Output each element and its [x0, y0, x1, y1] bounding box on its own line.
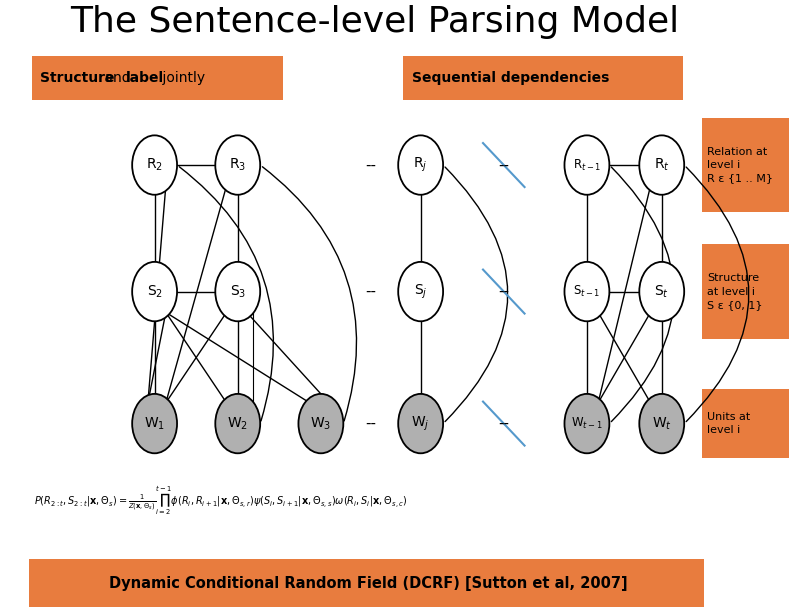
FancyBboxPatch shape	[403, 56, 683, 100]
Text: S$_j$: S$_j$	[414, 282, 428, 300]
Text: R$_3$: R$_3$	[229, 157, 246, 173]
Text: --: --	[365, 157, 376, 173]
Circle shape	[565, 262, 609, 321]
Text: --: --	[365, 416, 376, 431]
Text: $P(R_{2:t}, S_{2:t}|\mathbf{x}, \Theta_s) = \frac{1}{Z(\mathbf{x}, \Theta_s)}\pr: $P(R_{2:t}, S_{2:t}|\mathbf{x}, \Theta_s…	[34, 484, 408, 517]
Text: Sequential dependencies: Sequential dependencies	[413, 71, 610, 85]
Text: W$_j$: W$_j$	[411, 414, 430, 433]
FancyBboxPatch shape	[32, 56, 283, 100]
Circle shape	[565, 135, 609, 195]
Text: --: --	[498, 284, 509, 299]
Circle shape	[132, 262, 177, 321]
Circle shape	[398, 135, 443, 195]
Text: --: --	[498, 416, 509, 431]
Text: S$_{t-1}$: S$_{t-1}$	[573, 284, 600, 299]
FancyBboxPatch shape	[703, 389, 789, 458]
Circle shape	[565, 394, 609, 453]
Circle shape	[215, 262, 261, 321]
Text: and: and	[100, 71, 135, 85]
Circle shape	[132, 135, 177, 195]
FancyBboxPatch shape	[703, 244, 789, 339]
Text: W$_t$: W$_t$	[652, 416, 672, 432]
Text: Units at
level i: Units at level i	[707, 412, 751, 435]
Text: Relation at
level i
R ε {1 .. M}: Relation at level i R ε {1 .. M}	[707, 147, 774, 183]
Text: W$_1$: W$_1$	[144, 416, 166, 432]
Text: --: --	[498, 157, 509, 173]
Circle shape	[398, 262, 443, 321]
Text: W$_3$: W$_3$	[310, 416, 332, 432]
Text: R$_j$: R$_j$	[413, 156, 428, 174]
Text: The Sentence-level Parsing Model: The Sentence-level Parsing Model	[70, 5, 680, 39]
Text: Dynamic Conditional Random Field (DCRF) [Sutton et al, 2007]: Dynamic Conditional Random Field (DCRF) …	[109, 576, 627, 591]
Text: --: --	[365, 284, 376, 299]
Text: W$_{t-1}$: W$_{t-1}$	[571, 416, 603, 431]
Text: label: label	[127, 71, 165, 85]
Circle shape	[398, 394, 443, 453]
Circle shape	[639, 135, 684, 195]
Text: S$_t$: S$_t$	[654, 283, 669, 300]
FancyBboxPatch shape	[703, 118, 789, 212]
Text: W$_2$: W$_2$	[227, 416, 248, 432]
Text: R$_2$: R$_2$	[146, 157, 163, 173]
Circle shape	[132, 394, 177, 453]
Text: R$_t$: R$_t$	[653, 157, 670, 173]
Text: S$_3$: S$_3$	[230, 283, 246, 300]
FancyBboxPatch shape	[29, 559, 704, 607]
Circle shape	[215, 135, 261, 195]
Text: jointly: jointly	[158, 71, 205, 85]
Text: S$_2$: S$_2$	[147, 283, 162, 300]
Text: Structure: Structure	[40, 71, 114, 85]
Circle shape	[215, 394, 261, 453]
Text: Structure
at level i
S ε {0, 1}: Structure at level i S ε {0, 1}	[707, 274, 763, 310]
Circle shape	[639, 394, 684, 453]
Text: R$_{t-1}$: R$_{t-1}$	[573, 157, 601, 173]
Circle shape	[639, 262, 684, 321]
Circle shape	[299, 394, 343, 453]
